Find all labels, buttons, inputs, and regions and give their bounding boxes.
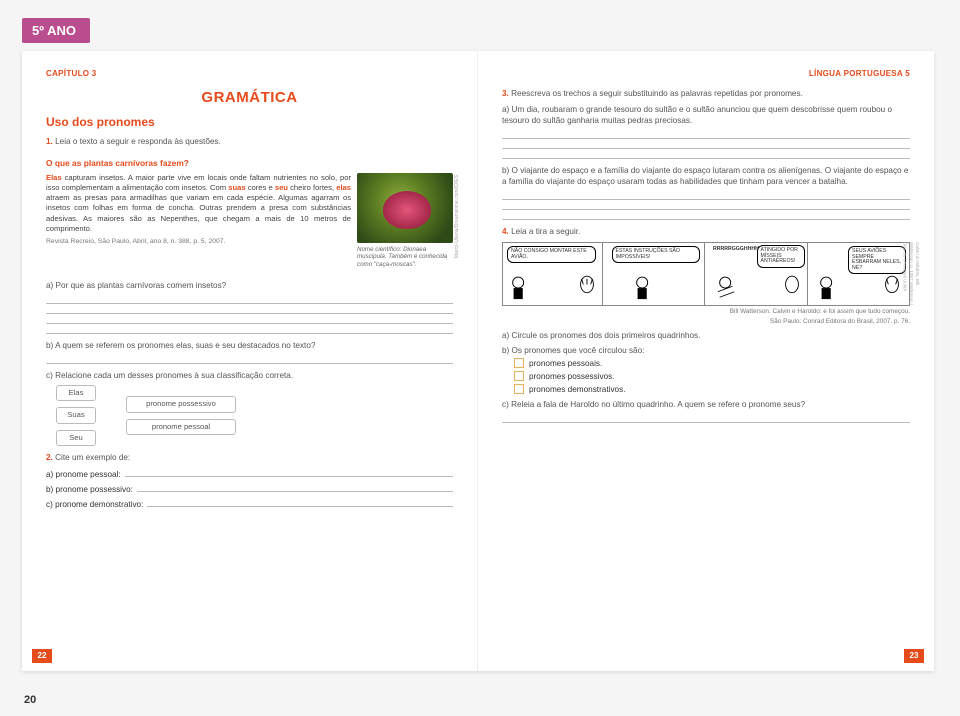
section-title: GRAMÁTICA <box>46 88 453 108</box>
q1b: b) A quem se referem os pronomes elas, s… <box>46 340 453 351</box>
option-row[interactable]: pronomes pessoais. <box>514 358 910 369</box>
q1-text: Leia o texto a seguir e responda às ques… <box>55 137 221 146</box>
q3a: a) Um dia, roubaram o grande tesouro do … <box>502 104 910 126</box>
match-pill[interactable]: pronome possessivo <box>126 396 236 412</box>
q4-num: 4. <box>502 227 509 236</box>
q1a: a) Por que as plantas carnívoras comem i… <box>46 280 453 291</box>
q1c: c) Relacione cada um desses pronomes à s… <box>46 370 453 381</box>
grade-badge: 5º ANO <box>22 18 90 43</box>
outer-page-number: 20 <box>24 694 36 706</box>
balloon-1: NÃO CONSIGO MONTAR ESTE AVIÃO. <box>507 246 596 263</box>
option-label: pronomes pessoais. <box>529 358 602 369</box>
comic-panel-3: RRRRRGGGHHHH!! ATINGIDO POR MÍSSEIS ANTI… <box>708 243 808 305</box>
option-label: pronomes demonstrativos. <box>529 384 625 395</box>
page-number-left: 22 <box>32 649 52 663</box>
reading-box: O que as plantas carnívoras fazem? Elas … <box>46 152 453 274</box>
answer-lines-1a[interactable] <box>46 294 453 334</box>
photo-credit: Marco Uliana/Dreamstime.com/ID/ES <box>454 175 461 258</box>
comic-panel-1: NÃO CONSIGO MONTAR ESTE AVIÃO. <box>503 243 603 305</box>
plant-caption: Nome científico: Dionaea muscipula. Tamb… <box>357 246 453 268</box>
reading-body: Elas capturam insetos. A maior parte viv… <box>46 173 351 235</box>
q2a-row[interactable]: a) pronome pessoal: <box>46 468 453 480</box>
checkbox[interactable] <box>514 358 524 368</box>
question-2: 2. Cite um exemplo de: <box>46 452 453 463</box>
question-3: 3. Reescreva os trechos a seguir substit… <box>502 88 910 99</box>
comic-side-credit: Calvin & Hobbes, Bill Watterson © 1987 W… <box>901 242 920 306</box>
q3b: b) O viajante do espaço e a família do v… <box>502 165 910 187</box>
comic-panel-4: SEUS AVIÕES SEMPRE ESBARRAM NELES, NÉ? <box>811 243 910 305</box>
match-pill[interactable]: Suas <box>56 407 96 423</box>
matching-exercise[interactable]: Elas Suas Seu pronome possessivo pronome pe… <box>56 385 453 446</box>
answer-lines-1b[interactable] <box>46 354 453 364</box>
option-row[interactable]: pronomes demonstrativos. <box>514 384 910 395</box>
page-number-right: 23 <box>904 649 924 663</box>
q2b-row[interactable]: b) pronome possessivo: <box>46 483 453 495</box>
q3-text: Reescreva os trechos a seguir substituin… <box>511 89 803 98</box>
comic-panel-2: ESTAS INSTRUÇÕES SÃO IMPOSSÍVEIS! <box>606 243 706 305</box>
balloon-3: ATINGIDO POR MÍSSEIS ANTIAÉREOS! <box>757 245 805 267</box>
q2-num: 2. <box>46 453 53 462</box>
answer-lines-3a[interactable] <box>502 129 910 159</box>
comic-attribution-1: Bill Watterson. Calvin e Haroldo: e foi … <box>502 308 910 316</box>
option-row[interactable]: pronomes possessivos. <box>514 371 910 382</box>
q4a: a) Circule os pronomes dos dois primeiro… <box>502 330 910 341</box>
q2a-label: a) pronome pessoal: <box>46 469 121 480</box>
page-right: LÍNGUA PORTUGUESA 5 3. Reescreva os trec… <box>478 51 934 671</box>
q2c-row[interactable]: c) pronome demonstrativo: <box>46 498 453 510</box>
workbook-spread: CAPÍTULO 3 GRAMÁTICA Uso dos pronomes 1.… <box>22 51 934 671</box>
q2c-label: c) pronome demonstrativo: <box>46 499 143 510</box>
checkbox[interactable] <box>514 371 524 381</box>
balloon-4: SEUS AVIÕES SEMPRE ESBARRAM NELES, NÉ? <box>848 246 906 274</box>
q2-text: Cite um exemplo de: <box>55 453 130 462</box>
comic-attribution-2: São Paulo: Conrad Editora do Brasil, 200… <box>502 318 910 326</box>
subject-label: LÍNGUA PORTUGUESA 5 <box>809 69 910 80</box>
checkbox[interactable] <box>514 384 524 394</box>
reading-citation: Revista Recreio, São Paulo, Abril, ano 8… <box>46 237 351 246</box>
q4b: b) Os pronomes que você circulou são: <box>502 345 910 356</box>
q1-num: 1. <box>46 137 53 146</box>
q3-num: 3. <box>502 89 509 98</box>
reading-title: O que as plantas carnívoras fazem? <box>46 158 453 169</box>
subsection-title: Uso dos pronomes <box>46 114 453 130</box>
q2b-label: b) pronome possessivo: <box>46 484 133 495</box>
comic-strip: NÃO CONSIGO MONTAR ESTE AVIÃO. ESTAS INS… <box>502 242 910 306</box>
q4-text: Leia a tira a seguir. <box>511 227 580 236</box>
match-pill[interactable]: pronome pessoal <box>126 419 236 435</box>
plant-photo <box>357 173 453 243</box>
question-4: 4. Leia a tira a seguir. <box>502 226 910 237</box>
match-pill[interactable]: Elas <box>56 385 96 401</box>
q4c: c) Releia a fala de Haroldo no último qu… <box>502 399 910 410</box>
answer-lines-3b[interactable] <box>502 190 910 220</box>
match-pill[interactable]: Seu <box>56 430 96 446</box>
question-1: 1. Leia o texto a seguir e responda às q… <box>46 136 453 147</box>
option-label: pronomes possessivos. <box>529 371 615 382</box>
page-left: CAPÍTULO 3 GRAMÁTICA Uso dos pronomes 1.… <box>22 51 478 671</box>
answer-lines-4c[interactable] <box>502 413 910 423</box>
chapter-label: CAPÍTULO 3 <box>46 69 97 80</box>
balloon-2: ESTAS INSTRUÇÕES SÃO IMPOSSÍVEIS! <box>612 246 701 263</box>
